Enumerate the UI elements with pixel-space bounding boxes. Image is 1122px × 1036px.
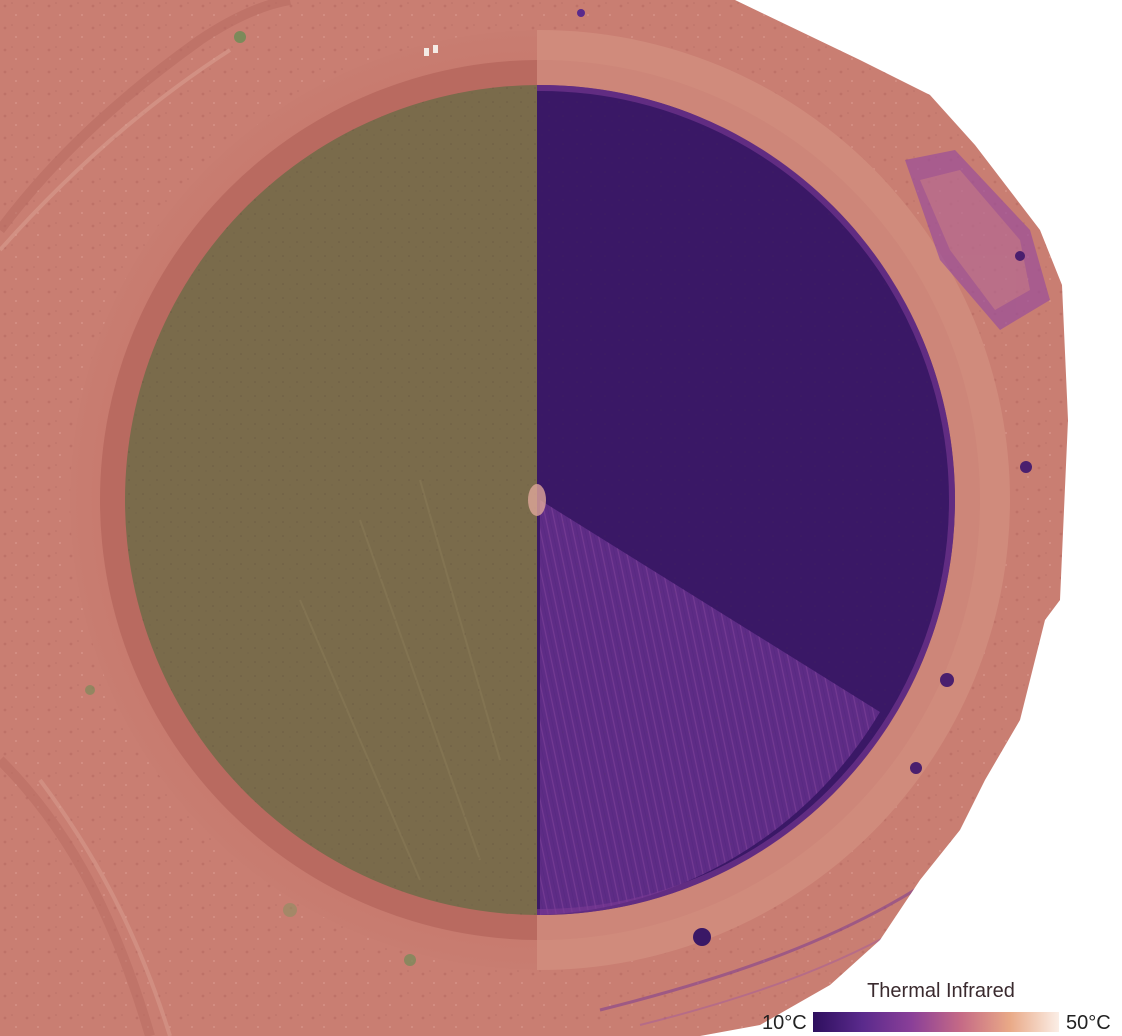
tree [910,762,922,774]
track-arc [0,0,291,234]
tree [577,9,585,17]
tree [1020,461,1032,473]
tree [1015,251,1025,261]
shrub [234,31,246,43]
vehicle [433,45,438,53]
pivot-center [528,484,546,516]
legend-title: Thermal Infrared [867,980,1015,1002]
track-arc [0,756,155,1036]
shrub [404,954,416,966]
track-arc [0,48,232,252]
tree [693,928,711,946]
vehicle [424,48,429,56]
legend-max-label: 50°C [1066,1012,1111,1034]
thermal-patch [905,150,1050,330]
legend-colorbar [813,1012,1059,1032]
shrub [85,685,95,695]
shrub [283,903,297,917]
thermal-legend: Thermal Infrared 10°C 50°C [756,978,1122,1036]
rgb-half [0,0,537,1036]
track-arc [38,778,172,1036]
legend-min-label: 10°C [762,1012,807,1034]
tree [940,673,954,687]
